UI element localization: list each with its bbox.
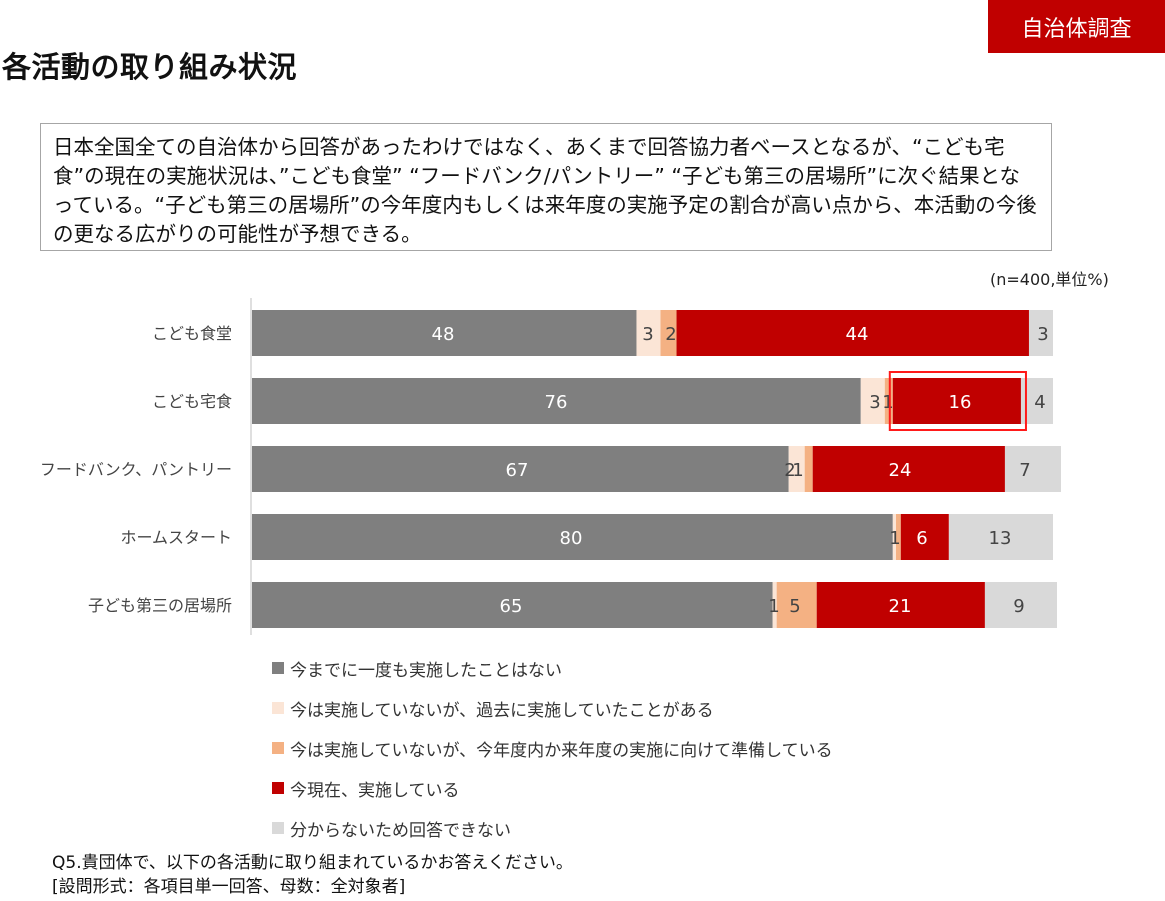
legend-label: 分からないため回答できない (290, 820, 511, 841)
summary-box: 日本全国全ての自治体から回答があったわけではなく、あくまで回答協力者ベースとなる… (40, 123, 1052, 251)
legend-label: 今は実施していないが、今年度内か来年度の実施に向けて準備している (290, 740, 833, 761)
legend-swatch (272, 742, 284, 754)
legend-item: 今現在、実施している (272, 768, 833, 808)
bar-segment (252, 582, 773, 628)
bar-segment (816, 582, 985, 628)
data-label: 44 (846, 324, 869, 345)
legend-swatch (272, 782, 284, 794)
data-label: 24 (889, 460, 912, 481)
question-text: Q5.貴団体で、以下の各活動に取り組まれているかお答えください。 [設問形式：各… (52, 851, 573, 899)
bar-segment (636, 310, 661, 356)
legend-swatch (272, 702, 284, 714)
legend-item: 今は実施していないが、過去に実施していたことがある (272, 688, 833, 728)
bar-segment (252, 446, 789, 492)
data-label: 80 (560, 528, 583, 549)
category-label: 子ども第三の居場所 (88, 596, 232, 615)
legend-label: 今現在、実施している (290, 780, 460, 801)
bar-segment (948, 514, 1053, 560)
data-label: 16 (949, 392, 972, 413)
survey-type-badge: 自治体調査 (988, 0, 1165, 53)
bar-segment (252, 310, 637, 356)
bar-segment (892, 378, 1021, 424)
data-label: 3 (1037, 324, 1048, 345)
legend-item: 今までに一度も実施したことはない (272, 648, 833, 688)
data-label: 1 (889, 528, 900, 549)
legend-item: 分からないため回答できない (272, 808, 833, 848)
bar-segment (860, 378, 885, 424)
data-label: 2 (665, 324, 676, 345)
data-label: 48 (432, 324, 455, 345)
data-label: 2 (784, 460, 795, 481)
sample-unit-note: (n=400,単位%) (990, 270, 1109, 289)
page-title: 各活動の取り組み状況 (2, 50, 298, 84)
category-label: こども宅食 (152, 392, 232, 411)
data-label: 6 (916, 528, 927, 549)
data-label: 3 (869, 392, 880, 413)
bar-segment (984, 582, 1058, 628)
question-line-1: Q5.貴団体で、以下の各活動に取り組まれているかお答えください。 (52, 853, 573, 873)
legend-label: 今までに一度も実施したことはない (290, 660, 562, 681)
bar-segment (660, 310, 677, 356)
data-label: 67 (506, 460, 529, 481)
bar-segment (884, 378, 893, 424)
bar-segment (1028, 310, 1053, 356)
data-label: 9 (1013, 596, 1024, 617)
data-label: 65 (500, 596, 523, 617)
data-label: 1 (792, 460, 803, 481)
bar-segment (896, 514, 901, 560)
bar-segment (252, 378, 861, 424)
category-label: ホームスタート (120, 528, 232, 547)
legend-swatch (272, 822, 284, 834)
bar-segment (812, 446, 1005, 492)
bar-segment (1004, 446, 1062, 492)
bar-segment (804, 446, 813, 492)
bar-segment (900, 514, 949, 560)
data-label: 5 (789, 596, 800, 617)
chart-legend: 今までに一度も実施したことはない今は実施していないが、過去に実施していたことがあ… (272, 648, 833, 848)
data-label: 3 (642, 324, 653, 345)
data-label: 21 (889, 596, 912, 617)
question-line-2: [設問形式：各項目単一回答、母数：全対象者] (52, 877, 406, 897)
bar-segment (788, 446, 805, 492)
data-label: 1 (882, 392, 893, 413)
data-label: 7 (1019, 460, 1030, 481)
bar-segment (676, 310, 1029, 356)
data-label: 1 (768, 596, 779, 617)
data-label: 4 (1034, 392, 1045, 413)
legend-label: 今は実施していないが、過去に実施していたことがある (290, 700, 714, 721)
legend-item: 今は実施していないが、今年度内か来年度の実施に向けて準備している (272, 728, 833, 768)
data-label: 76 (545, 392, 568, 413)
bar-segment (252, 514, 893, 560)
legend-swatch (272, 662, 284, 674)
bar-segment (892, 514, 897, 560)
stacked-bar-chart: こども食堂こども宅食フードバンク、パントリーホームスタート子ども第三の居場所48… (40, 298, 1062, 635)
category-label: フードバンク、パントリー (40, 460, 232, 479)
bar-segment (776, 582, 817, 628)
data-label: 13 (989, 528, 1012, 549)
category-label: こども食堂 (152, 324, 232, 343)
bar-segment (772, 582, 777, 628)
highlight-box (888, 371, 1027, 431)
